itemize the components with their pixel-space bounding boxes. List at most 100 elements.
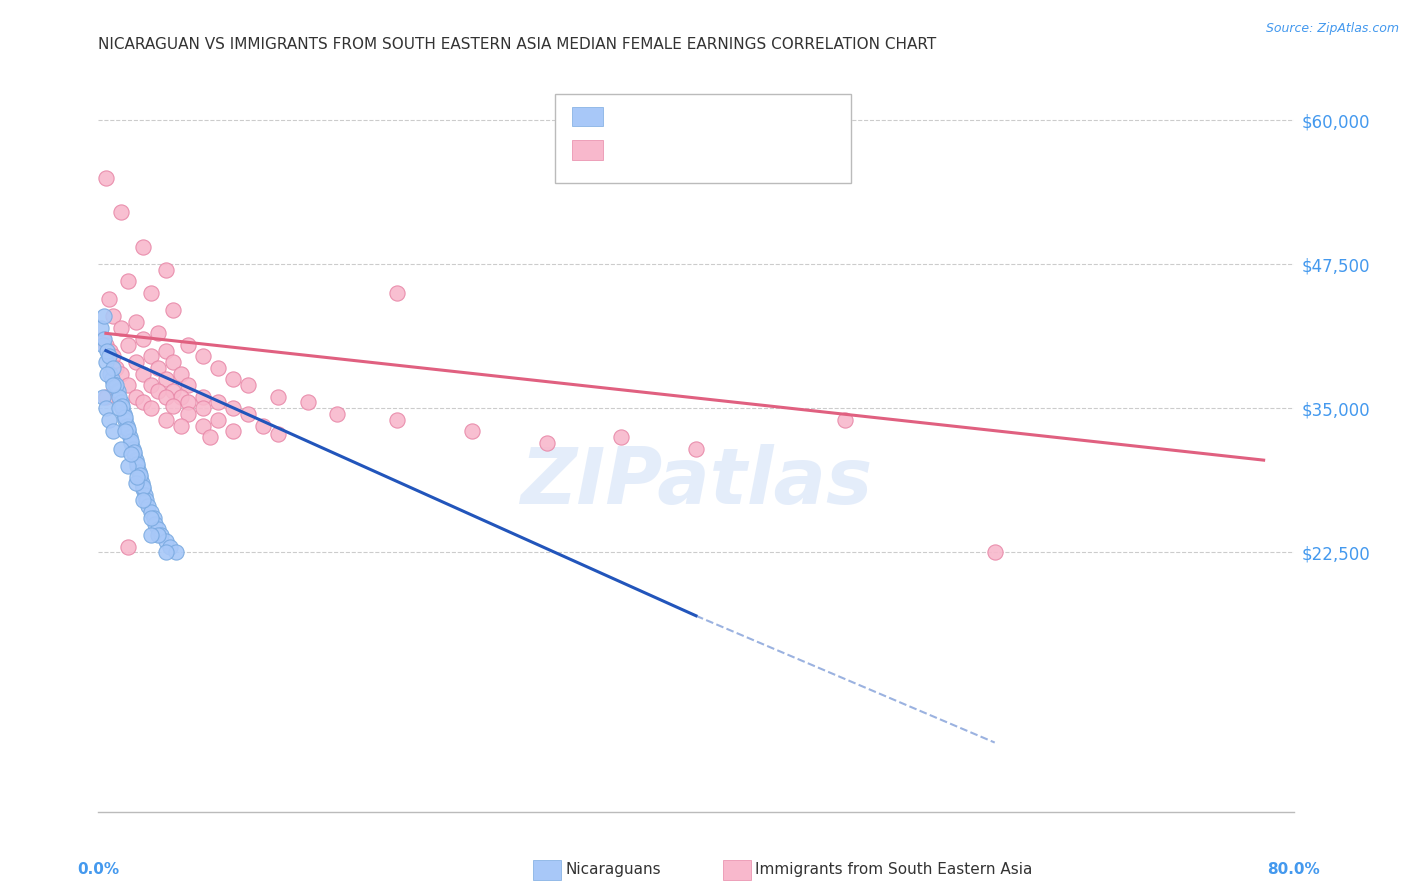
Point bbox=[610, 430, 633, 444]
Point bbox=[112, 407, 135, 421]
Point bbox=[222, 425, 245, 439]
Point bbox=[117, 275, 139, 289]
Point bbox=[128, 465, 150, 479]
Point bbox=[125, 355, 148, 369]
Point bbox=[222, 372, 245, 386]
Point bbox=[150, 528, 173, 542]
Point bbox=[536, 435, 558, 450]
Point bbox=[155, 343, 177, 358]
Point bbox=[132, 367, 155, 381]
Point bbox=[236, 378, 259, 392]
Point bbox=[139, 510, 162, 524]
Point bbox=[148, 326, 170, 341]
Point bbox=[155, 372, 177, 386]
Point bbox=[104, 378, 127, 392]
Point bbox=[105, 360, 128, 375]
Point bbox=[385, 413, 409, 427]
Point bbox=[115, 418, 138, 433]
Point bbox=[117, 540, 139, 554]
Point bbox=[117, 458, 139, 473]
Point bbox=[121, 442, 143, 456]
Point bbox=[135, 493, 157, 508]
Point bbox=[177, 378, 200, 392]
Text: NICARAGUAN VS IMMIGRANTS FROM SOUTH EASTERN ASIA MEDIAN FEMALE EARNINGS CORRELAT: NICARAGUAN VS IMMIGRANTS FROM SOUTH EAST… bbox=[98, 37, 936, 52]
Text: Nicaraguans: Nicaraguans bbox=[565, 863, 661, 877]
Point bbox=[834, 413, 856, 427]
Point bbox=[103, 425, 125, 439]
Point bbox=[114, 425, 136, 439]
Point bbox=[200, 430, 222, 444]
Point bbox=[117, 422, 139, 436]
Point bbox=[132, 482, 155, 496]
Point bbox=[94, 355, 117, 369]
Point bbox=[114, 410, 136, 425]
Point bbox=[131, 476, 153, 491]
Point bbox=[207, 360, 229, 375]
Point bbox=[120, 447, 142, 461]
Point bbox=[177, 395, 200, 409]
Point bbox=[125, 476, 148, 491]
Point bbox=[139, 505, 162, 519]
Point bbox=[110, 320, 132, 334]
Point bbox=[93, 309, 115, 323]
Point bbox=[132, 240, 155, 254]
Point bbox=[169, 390, 191, 404]
Point bbox=[191, 350, 214, 364]
Point bbox=[222, 401, 245, 416]
Point bbox=[108, 401, 131, 416]
Point bbox=[148, 384, 170, 398]
Point bbox=[155, 413, 177, 427]
Point bbox=[97, 413, 120, 427]
Point bbox=[96, 367, 118, 381]
Point bbox=[129, 470, 152, 484]
Text: R = -0.430   N = 70: R = -0.430 N = 70 bbox=[613, 138, 763, 153]
Point bbox=[94, 390, 117, 404]
Point bbox=[148, 528, 170, 542]
Point bbox=[155, 390, 177, 404]
Point bbox=[98, 343, 122, 358]
Text: 0.0%: 0.0% bbox=[77, 863, 120, 877]
Point bbox=[252, 418, 274, 433]
Text: Immigrants from South Eastern Asia: Immigrants from South Eastern Asia bbox=[755, 863, 1032, 877]
Point bbox=[207, 395, 229, 409]
Point bbox=[155, 263, 177, 277]
Point bbox=[108, 390, 131, 404]
Point bbox=[148, 522, 170, 536]
Point bbox=[162, 384, 184, 398]
Point bbox=[169, 367, 191, 381]
Point bbox=[139, 350, 162, 364]
Point bbox=[111, 399, 134, 413]
Point bbox=[148, 360, 170, 375]
Point bbox=[191, 418, 214, 433]
Point bbox=[117, 425, 139, 439]
Point bbox=[129, 468, 152, 483]
Point bbox=[132, 493, 155, 508]
Point bbox=[142, 510, 165, 524]
Point bbox=[139, 528, 162, 542]
Point bbox=[155, 545, 177, 559]
Point bbox=[134, 488, 156, 502]
Point bbox=[207, 413, 229, 427]
Point bbox=[177, 407, 200, 421]
Point bbox=[90, 320, 112, 334]
Point bbox=[91, 332, 114, 346]
Point bbox=[94, 338, 117, 352]
Point bbox=[103, 309, 125, 323]
Point bbox=[93, 332, 115, 346]
Point bbox=[110, 395, 132, 409]
Point bbox=[139, 285, 162, 300]
Point bbox=[107, 384, 129, 398]
Point bbox=[385, 285, 409, 300]
Text: R = -0.452   N = 67: R = -0.452 N = 67 bbox=[613, 104, 763, 119]
Point bbox=[97, 350, 120, 364]
Point bbox=[159, 540, 181, 554]
Point bbox=[120, 434, 142, 448]
Point bbox=[103, 378, 125, 392]
Point bbox=[127, 457, 149, 471]
Point bbox=[132, 480, 155, 494]
Point bbox=[177, 338, 200, 352]
Point bbox=[114, 413, 136, 427]
Point bbox=[110, 442, 132, 456]
Point bbox=[94, 401, 117, 416]
Point bbox=[125, 315, 148, 329]
